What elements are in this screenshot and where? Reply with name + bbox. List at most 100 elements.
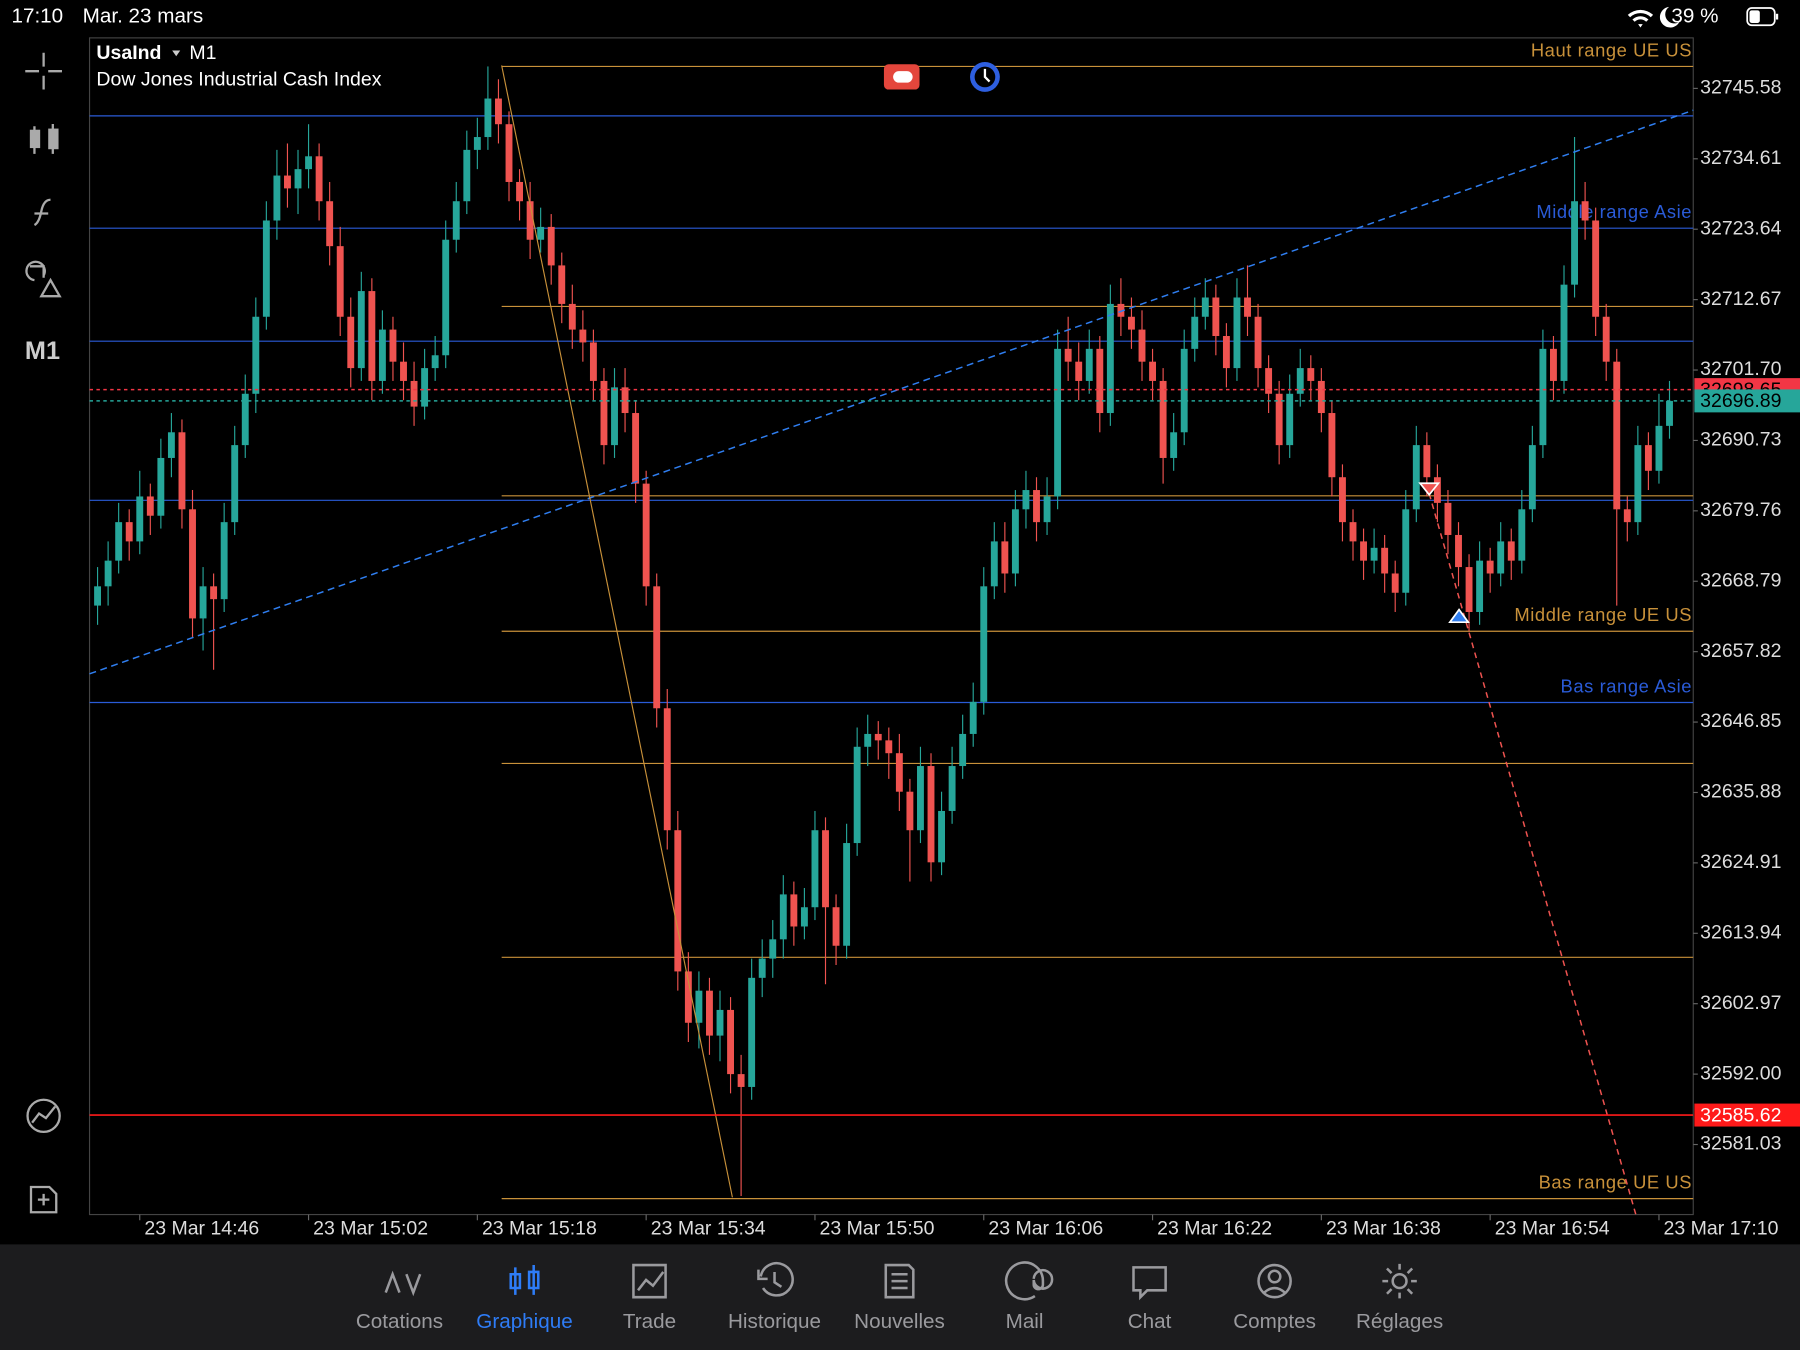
x-tick-label: 23 Mar 17:10 <box>1664 1218 1779 1240</box>
candle-body <box>589 342 597 381</box>
candle-body <box>547 226 555 266</box>
candle-body <box>516 181 524 202</box>
candle-body <box>611 387 618 446</box>
candle-body <box>1033 490 1040 523</box>
objects-icon[interactable] <box>25 260 62 298</box>
candle-body <box>1349 522 1357 542</box>
candle-body <box>1370 547 1378 561</box>
candle-body <box>368 291 376 381</box>
candle-body <box>115 522 123 561</box>
tab-label[interactable]: Mail <box>1006 1310 1044 1333</box>
candle-body <box>220 522 228 600</box>
tab-icon[interactable] <box>384 1270 422 1297</box>
tab-icon[interactable] <box>757 1262 794 1297</box>
candle-body <box>1064 348 1072 362</box>
fibo-line[interactable] <box>501 65 733 1198</box>
x-tick-label: 23 Mar 14:46 <box>144 1218 259 1240</box>
candle-body <box>1497 541 1505 574</box>
candle-body <box>1159 380 1167 458</box>
tab-label[interactable]: Trade <box>623 1310 676 1333</box>
candle-body <box>1623 509 1631 523</box>
candle-body <box>442 239 450 356</box>
tab-icon[interactable] <box>1382 1263 1417 1299</box>
candle-body <box>125 522 133 542</box>
candle-body <box>895 753 903 792</box>
tab-label[interactable]: Graphique <box>476 1310 572 1333</box>
symbol-dropdown[interactable] <box>172 50 181 57</box>
trend-line[interactable] <box>89 109 1694 675</box>
candle-body <box>1444 502 1452 535</box>
candle-body <box>1433 477 1441 503</box>
candle-body <box>231 445 239 523</box>
x-tick-label: 23 Mar 15:02 <box>313 1218 428 1240</box>
candle-body <box>315 156 323 202</box>
signals-icon[interactable] <box>26 1098 61 1134</box>
tab-label[interactable]: Historique <box>728 1310 821 1333</box>
candle-body <box>505 124 513 182</box>
candle-body <box>748 977 756 1087</box>
candle-body <box>94 586 102 606</box>
candle-body <box>684 971 692 1023</box>
tab-icon[interactable] <box>1132 1266 1167 1301</box>
status-date: Mar. 23 mars <box>83 5 204 28</box>
y-tick-label: 32635.88 <box>1700 781 1781 803</box>
candle-body <box>695 990 703 1023</box>
candle-body <box>1539 348 1547 446</box>
tab-icon[interactable] <box>1257 1263 1292 1299</box>
sell-arrow <box>1418 482 1441 497</box>
tab-icon[interactable] <box>632 1263 667 1299</box>
tab-label[interactable]: Chat <box>1128 1310 1172 1333</box>
candle-body <box>178 432 186 510</box>
y-tick-label: 32657.82 <box>1700 640 1781 662</box>
timeframe-button[interactable]: M1 <box>25 337 60 365</box>
candle-body <box>1507 541 1515 561</box>
level-label: Middle range Asie <box>1536 201 1692 222</box>
candle-body <box>790 894 798 927</box>
status-icons <box>1627 6 1779 28</box>
new-order-icon[interactable] <box>29 1185 58 1214</box>
candle-body <box>938 810 945 863</box>
y-tick-label: 32602.97 <box>1700 992 1781 1014</box>
candle-body <box>1244 297 1251 317</box>
candle-body <box>1254 316 1262 369</box>
candle-body <box>1149 361 1156 381</box>
candle-body <box>642 483 650 587</box>
candle-body <box>1201 297 1209 317</box>
candle-body <box>305 156 313 170</box>
indicator-icon[interactable] <box>33 198 51 227</box>
y-tick-label: 32734.61 <box>1700 147 1781 169</box>
crosshair-icon[interactable] <box>25 52 62 90</box>
candle-body <box>1233 297 1241 369</box>
tab-icon[interactable] <box>1004 1261 1054 1301</box>
candle-body <box>632 413 640 484</box>
candle-body <box>1571 201 1578 285</box>
tab-label[interactable]: Réglages <box>1356 1310 1443 1333</box>
candle-body <box>1655 425 1663 471</box>
candle-body <box>727 1009 735 1075</box>
candle-body <box>1106 303 1114 414</box>
candle-body <box>389 329 397 362</box>
candle-body <box>1212 297 1220 337</box>
level-label: Bas range Asie <box>1561 675 1693 696</box>
tab-icon[interactable] <box>884 1263 915 1299</box>
candle-body <box>990 541 998 587</box>
x-tick-label: 23 Mar 16:54 <box>1495 1218 1610 1240</box>
tab-label[interactable]: Comptes <box>1233 1310 1316 1333</box>
left-toolbar[interactable] <box>25 52 62 1214</box>
candle-body <box>410 380 418 407</box>
tab-label[interactable]: Nouvelles <box>854 1310 945 1333</box>
candle-body <box>1307 368 1315 381</box>
symbol[interactable]: UsaInd <box>96 42 161 64</box>
tab-label[interactable]: Cotations <box>356 1310 443 1333</box>
chart-buttons[interactable] <box>883 61 1000 92</box>
chart-frame <box>88 37 1694 1216</box>
candle-body <box>674 830 682 972</box>
tab-icon[interactable] <box>509 1265 540 1295</box>
candle-body <box>1180 348 1188 433</box>
candle-body <box>1613 361 1621 510</box>
candle-body <box>579 329 587 343</box>
candle-body <box>779 894 787 940</box>
candle-body <box>1286 393 1294 446</box>
x-tick-label: 23 Mar 16:06 <box>988 1218 1103 1240</box>
status-time: 17:10 <box>11 5 63 28</box>
